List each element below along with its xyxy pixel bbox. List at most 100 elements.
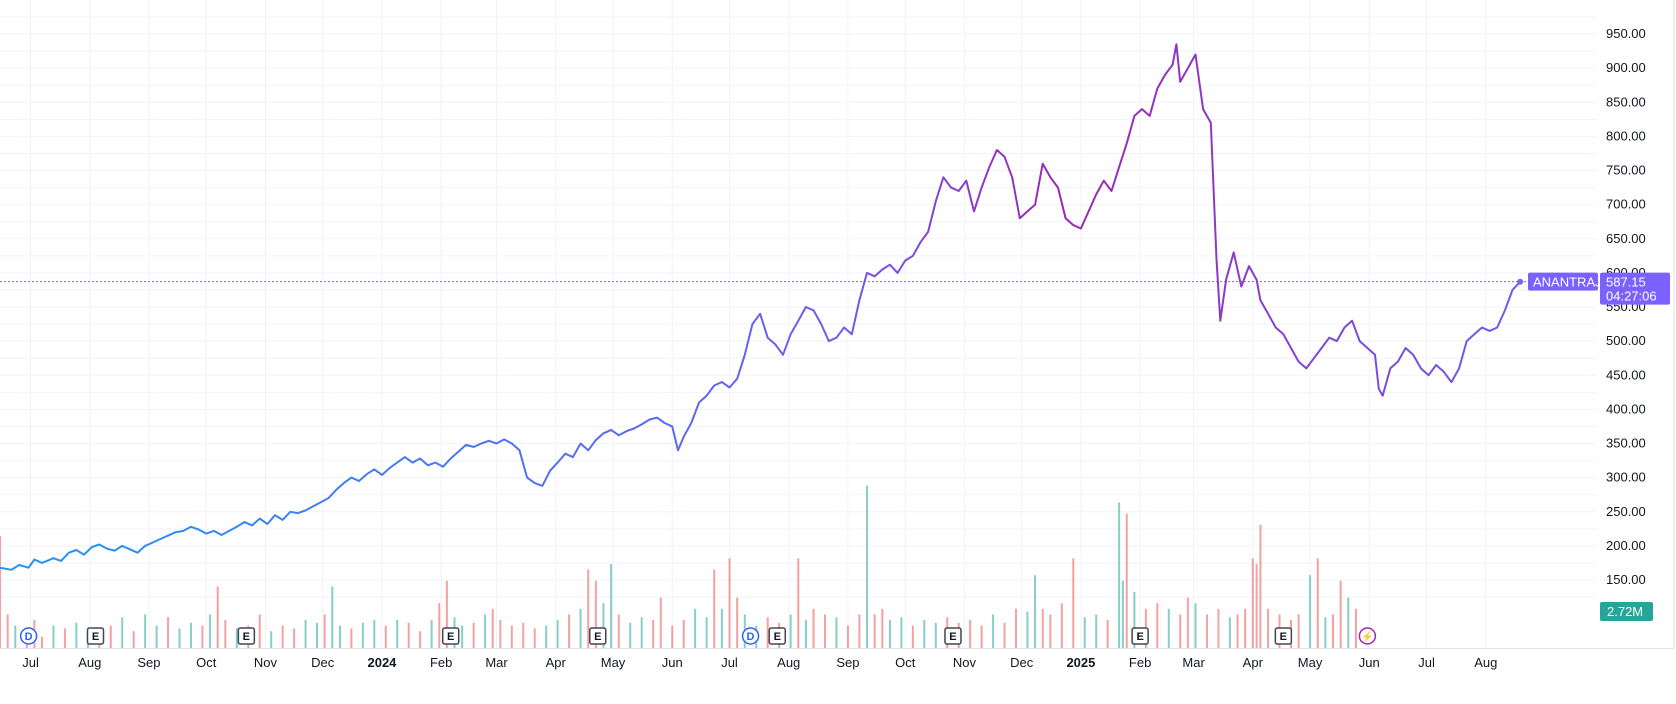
volume-bar: [835, 617, 838, 648]
y-axis[interactable]: 950.00 900.00 850.00 800.00 750.00 700.00 650.…: [1606, 0, 1675, 648]
dividend-marker-letter: D: [25, 631, 33, 643]
volume-bar: [132, 631, 135, 648]
volume-bar: [1354, 608, 1357, 648]
volume-bar: [396, 620, 399, 648]
y-tick-label: 350.00: [1606, 436, 1646, 451]
bar-countdown: 04:27:06: [1606, 289, 1657, 304]
x-tick-label: Jun: [1359, 655, 1380, 670]
volume-bar: [736, 597, 739, 648]
volume-bar: [1332, 614, 1335, 648]
volume-bars: [0, 485, 1357, 648]
earnings-marker[interactable]: E: [237, 627, 256, 645]
earnings-marker-letter: E: [1280, 631, 1287, 643]
x-tick-label: Dec: [1010, 655, 1034, 670]
volume-bar: [1186, 597, 1189, 648]
volume-bar: [323, 614, 326, 648]
volume-label: 2.72M: [1607, 604, 1643, 619]
volume-bar: [270, 631, 273, 648]
price-series[interactable]: [0, 43, 1524, 571]
split-marker-icon: ⚡: [1361, 630, 1373, 643]
earnings-marker-letter: E: [1136, 631, 1143, 643]
volume-bar: [1167, 608, 1170, 648]
volume-bar: [804, 620, 807, 648]
volume-bar: [1072, 558, 1075, 648]
volume-bar: [728, 558, 731, 648]
volume-bar: [1244, 608, 1247, 648]
earnings-marker[interactable]: E: [1274, 627, 1293, 645]
earnings-marker-box: [768, 627, 787, 645]
x-tick-label: Nov: [254, 655, 278, 670]
grid: [0, 0, 1596, 648]
volume-bar: [144, 614, 147, 648]
volume-bar: [1179, 614, 1182, 648]
volume-bar: [121, 617, 124, 648]
x-tick-label: Apr: [546, 655, 567, 670]
volume-bar: [866, 485, 869, 648]
volume-bar: [789, 614, 792, 648]
volume-bar: [445, 580, 448, 648]
split-marker-circle: [1358, 627, 1377, 645]
earnings-marker[interactable]: E: [768, 627, 787, 645]
volume-bar: [858, 614, 861, 648]
volume-bar: [888, 620, 891, 648]
volume-bar: [659, 597, 662, 648]
last-price-value: 587.15: [1606, 275, 1646, 290]
volume-bar: [1339, 580, 1342, 648]
volume-bar: [587, 569, 590, 648]
volume-bar: [167, 617, 170, 648]
volume-bar: [1106, 620, 1109, 648]
volume-bar: [545, 625, 548, 648]
split-marker[interactable]: ⚡: [1358, 627, 1377, 645]
x-tick-label: Nov: [953, 655, 977, 670]
volume-bar: [1133, 592, 1136, 648]
volume-bar: [720, 608, 723, 648]
earnings-marker-box: [589, 627, 607, 645]
x-axis[interactable]: Jul Aug Sep Oct Nov Dec 2024 Feb Mar Apr May Jun Jul…: [0, 648, 1674, 671]
volume-bar: [705, 617, 708, 648]
volume-bar: [407, 622, 410, 648]
volume-bar: [1236, 614, 1239, 648]
volume-bar: [1014, 608, 1017, 648]
last-price-bg: [1600, 272, 1670, 305]
y-tick-label: 400.00: [1606, 401, 1646, 416]
volume-bar: [491, 608, 494, 648]
volume-bar: [881, 608, 884, 648]
x-tick-label: Sep: [836, 655, 859, 670]
volume-bar: [235, 628, 238, 648]
earnings-marker[interactable]: E: [589, 627, 607, 645]
x-tick-label: Oct: [196, 655, 217, 670]
event-markers[interactable]: D E E E E D E E E E ⚡: [19, 627, 1377, 645]
price-line[interactable]: [0, 43, 1521, 571]
volume-bar: [14, 625, 17, 648]
dividend-marker[interactable]: D: [741, 627, 760, 645]
earnings-marker[interactable]: E: [441, 627, 460, 645]
volume-bar: [610, 564, 613, 648]
volume-bar: [533, 628, 536, 648]
x-tick-label: Aug: [777, 655, 800, 670]
volume-bar: [797, 558, 800, 648]
earnings-marker[interactable]: E: [86, 627, 105, 645]
volume-bar: [594, 580, 597, 648]
volume-bar: [216, 586, 219, 648]
volume-bar: [1255, 564, 1258, 648]
volume-bar: [1259, 524, 1262, 648]
volume-bar: [1060, 603, 1063, 648]
earnings-marker-box: [944, 627, 962, 645]
volume-bar: [694, 608, 697, 648]
x-tick-label: Feb: [430, 655, 452, 670]
volume-bar: [461, 625, 464, 648]
volume-bar: [1324, 617, 1327, 648]
earnings-marker[interactable]: E: [1131, 627, 1149, 645]
earnings-marker-box: [1274, 627, 1293, 645]
volume-bar: [1121, 580, 1124, 648]
volume-bar: [63, 628, 66, 648]
earnings-marker[interactable]: E: [944, 627, 962, 645]
volume-bar: [579, 608, 582, 648]
dividend-marker[interactable]: D: [19, 627, 38, 645]
volume-bar: [338, 625, 341, 648]
earnings-marker-letter: E: [92, 631, 99, 643]
x-tick-label: Apr: [1243, 655, 1264, 670]
volume-bar: [293, 628, 296, 648]
